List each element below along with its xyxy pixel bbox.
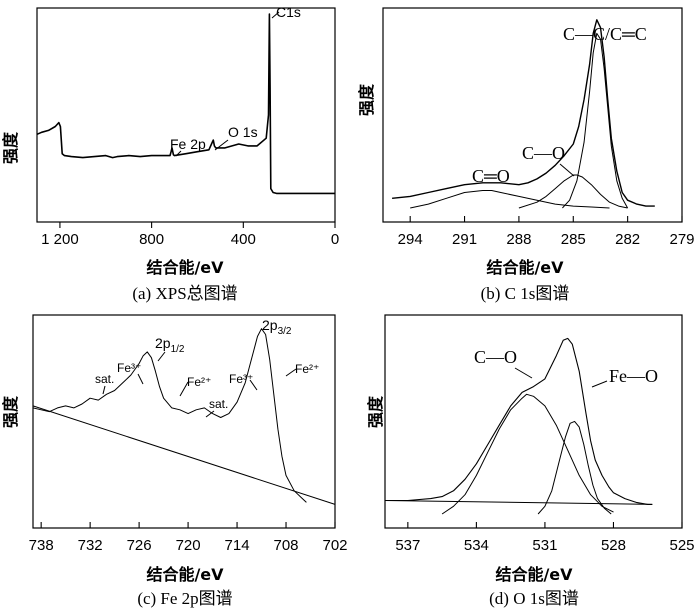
panel-c-tick-label-2: 726	[127, 537, 152, 554]
panel-d-tick-label-2: 531	[532, 537, 557, 554]
panel-d-tick-label-0: 537	[395, 537, 420, 554]
panel-c-xlabel: 结合能/eV	[145, 565, 224, 584]
panel-d-o1s: 强度 537 534 531 528 525 C—O Fe—O 结合能/eV (d) O…	[366, 314, 695, 608]
panel-b-tick-label-2: 288	[506, 231, 531, 248]
annotation-fe3-b-leader	[249, 379, 258, 391]
panel-d-series-0	[385, 337, 653, 505]
panel-a-ticks: 1 200 800 400 0	[41, 222, 339, 248]
panel-b-xlabel: 结合能/eV	[485, 258, 564, 277]
panel-d-caption: (d) O 1s图谱	[489, 589, 579, 608]
panel-d-ticks: 537 534 531 528 525	[395, 522, 695, 554]
panel-d-axes	[384, 314, 683, 529]
annotation-fe2p: Fe 2p	[170, 136, 206, 152]
annotation-2p32-main: 2p	[262, 317, 278, 333]
panel-b-tick-label-1: 291	[452, 231, 477, 248]
panel-a-tick-label-2: 400	[231, 231, 256, 248]
panel-b-series-3	[562, 32, 629, 209]
annotation-fe2-b: Fe²⁺	[295, 362, 319, 376]
annotation-fe3-b: Fe³⁺	[229, 372, 253, 386]
annotation-feo: Fe—O	[609, 366, 658, 386]
panel-b-caption: (b) C 1s图谱	[481, 284, 570, 303]
panel-b-series-1	[410, 190, 610, 209]
panel-c-caption: (c) Fe 2p图谱	[137, 589, 232, 608]
annotation-2p32-sub: 3/2	[278, 326, 292, 337]
annotation-2p12-main: 2p	[155, 335, 171, 351]
panel-c-ylabel: 强度	[1, 395, 20, 428]
panel-c-ticks: 738 732 726 720 714 708 702	[29, 522, 348, 554]
panel-b-tick-label-3: 285	[561, 231, 586, 248]
annotation-c1s-leader	[271, 11, 280, 19]
panel-c-frame	[32, 314, 336, 529]
annotation-2p12-leader	[157, 351, 166, 362]
panel-d-series-1	[441, 393, 614, 515]
panel-b-tick-label-5: 279	[669, 231, 694, 248]
annotation-c1s: C1s	[276, 4, 301, 20]
annotation-cc: C—C/C═C	[563, 24, 647, 44]
panel-d-tick-label-3: 528	[601, 537, 626, 554]
annotation-o1s-leader	[214, 139, 229, 151]
annotation-fe3-a: Fe³⁺	[117, 361, 141, 375]
annotation-fe2-b-leader	[285, 368, 297, 377]
panel-a-xlabel: 结合能/eV	[145, 258, 224, 277]
panel-c-tick-label-4: 714	[225, 537, 250, 554]
panel-d-curves	[384, 337, 653, 515]
panel-b-axes	[382, 7, 683, 223]
annotation-sat-1: sat.	[95, 372, 114, 386]
panel-a-frame	[36, 7, 336, 223]
panel-b-curves	[392, 19, 655, 209]
panel-a-tick-label-1: 800	[139, 231, 164, 248]
panel-b-series-2	[518, 174, 628, 209]
panel-c-tick-label-0: 738	[29, 537, 54, 554]
panel-b-ylabel: 强度	[357, 83, 376, 116]
annotation-2p12-sub: 1/2	[171, 344, 185, 355]
annotation-co-d-leader	[514, 367, 533, 379]
panel-c-series-0	[32, 328, 307, 503]
annotation-co-d: C—O	[474, 347, 517, 367]
annotation-fe3-a-leader	[137, 373, 144, 385]
panel-b-frame	[382, 7, 683, 223]
annotation-2p12: 2p1/2	[155, 335, 185, 355]
annotation-fe2-a: Fe²⁺	[187, 375, 211, 389]
annotation-fe2p-leader	[175, 150, 182, 157]
annotation-c-double-o: C═O	[472, 166, 510, 186]
panel-a-axes	[36, 7, 336, 223]
panel-b-ticks: 294 291 288 285 282 279	[398, 216, 695, 248]
panel-a-xps-survey: 强度 1 200 800 400 0 C1s Fe 2p O 1s 结合能/eV (a…	[1, 4, 339, 303]
panel-c-tick-label-6: 702	[322, 537, 347, 554]
panel-a-series-0	[36, 13, 335, 195]
panel-b-c1s: 强度 294 291 288 285 282 279 C—C/C═C C—O C═O 结合…	[357, 7, 695, 303]
panel-c-tick-label-1: 732	[78, 537, 103, 554]
panel-c-curves	[32, 328, 336, 505]
annotation-2p32: 2p3/2	[262, 317, 292, 337]
panel-a-tick-label-0: 1 200	[41, 231, 79, 248]
panel-b-tick-label-0: 294	[398, 231, 423, 248]
panel-c-fe2p: 强度 738 732 726 720 714 708 702 sat. Fe³⁺ 2p1/2…	[1, 314, 348, 608]
panel-c-series-1	[32, 405, 336, 505]
panel-d-frame	[384, 314, 683, 529]
annotation-sat-2: sat.	[209, 397, 228, 411]
annotation-sat-1-leader	[102, 385, 106, 395]
panel-d-series-3	[384, 500, 653, 505]
annotation-sat-2-leader	[205, 410, 215, 418]
panel-a-caption: (a) XPS总图谱	[132, 284, 237, 303]
panel-a-tick-label-3: 0	[331, 231, 339, 248]
annotation-co-leader	[559, 163, 575, 177]
panel-d-tick-label-4: 525	[669, 537, 694, 554]
annotation-feo-leader	[591, 380, 608, 388]
annotation-fe2-a-leader	[179, 381, 189, 397]
panel-c-tick-label-3: 720	[176, 537, 201, 554]
panel-d-tick-label-1: 534	[464, 537, 489, 554]
annotation-co: C—O	[522, 143, 565, 163]
panel-c-tick-label-5: 708	[274, 537, 299, 554]
panel-c-axes	[32, 314, 336, 529]
panel-a-curves	[36, 13, 335, 195]
panel-d-ylabel: 强度	[366, 395, 385, 428]
annotation-o1s: O 1s	[228, 124, 258, 140]
panel-d-xlabel: 结合能/eV	[494, 565, 573, 584]
panel-b-series-0	[392, 19, 655, 207]
panel-a-ylabel: 强度	[1, 131, 20, 164]
panel-d-series-2	[537, 420, 612, 515]
panel-b-tick-label-4: 282	[615, 231, 640, 248]
